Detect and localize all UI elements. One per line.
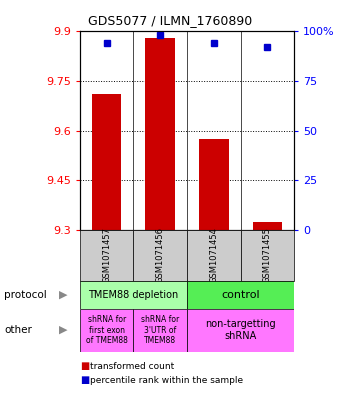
Bar <box>187 309 294 352</box>
Text: control: control <box>221 290 260 300</box>
Text: GSM1071454: GSM1071454 <box>209 228 218 283</box>
Bar <box>241 230 294 281</box>
Bar <box>92 94 121 230</box>
Text: protocol: protocol <box>4 290 47 300</box>
Bar <box>187 281 294 309</box>
Text: shRNA for
first exon
of TMEM88: shRNA for first exon of TMEM88 <box>86 315 128 345</box>
Text: GSM1071457: GSM1071457 <box>102 228 111 283</box>
Text: percentile rank within the sample: percentile rank within the sample <box>90 376 243 385</box>
Bar <box>133 309 187 352</box>
Bar <box>253 222 282 230</box>
Bar <box>133 230 187 281</box>
Text: GSM1071455: GSM1071455 <box>263 228 272 283</box>
Text: ▶: ▶ <box>58 325 67 335</box>
Bar <box>146 38 175 230</box>
Bar <box>199 139 228 230</box>
Bar <box>187 230 241 281</box>
Text: other: other <box>4 325 32 335</box>
Text: TMEM88 depletion: TMEM88 depletion <box>88 290 178 300</box>
Text: shRNA for
3'UTR of
TMEM88: shRNA for 3'UTR of TMEM88 <box>141 315 180 345</box>
Text: GDS5077 / ILMN_1760890: GDS5077 / ILMN_1760890 <box>88 14 252 27</box>
Text: GSM1071456: GSM1071456 <box>156 228 165 283</box>
Bar <box>80 230 133 281</box>
Text: transformed count: transformed count <box>90 362 174 371</box>
Bar <box>80 309 133 352</box>
Bar <box>80 281 187 309</box>
Text: ■: ■ <box>80 361 89 371</box>
Text: ■: ■ <box>80 375 89 386</box>
Text: ▶: ▶ <box>58 290 67 300</box>
Text: non-targetting
shRNA: non-targetting shRNA <box>205 320 276 341</box>
